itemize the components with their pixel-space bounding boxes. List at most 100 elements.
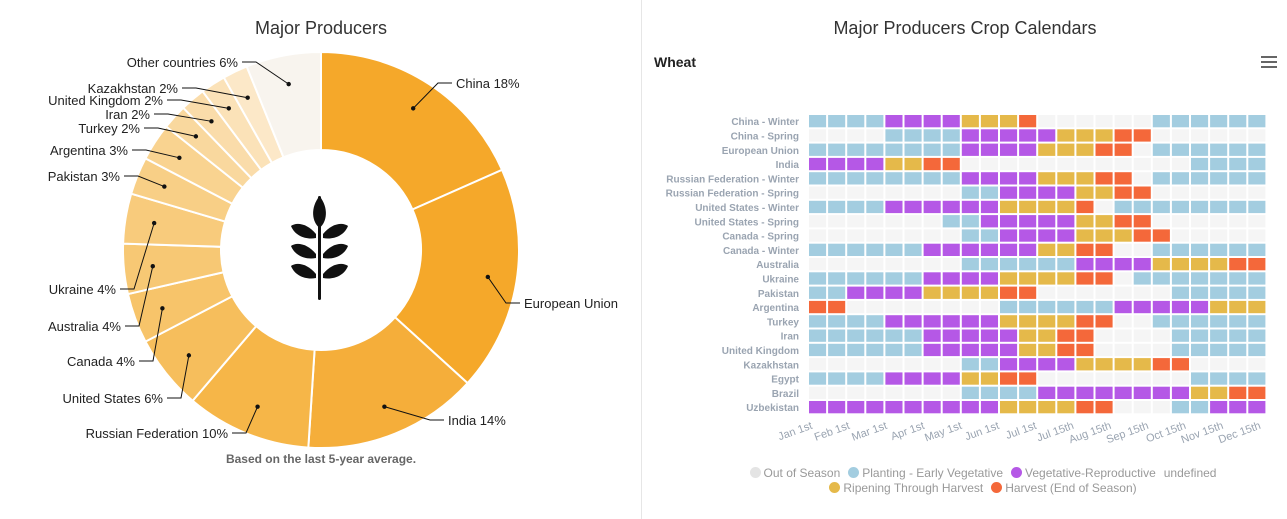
heatmap-cell-out[interactable] [885, 215, 903, 228]
heatmap-cell-out[interactable] [923, 358, 941, 371]
heatmap-cell-planting[interactable] [1229, 286, 1247, 299]
heatmap-cell-ripening[interactable] [1152, 258, 1170, 271]
heatmap-cell-planting[interactable] [1210, 372, 1228, 385]
heatmap-cell-planting[interactable] [847, 272, 865, 285]
heatmap-cell-vegetative[interactable] [866, 286, 884, 299]
heatmap-cell-vegetative[interactable] [980, 315, 998, 328]
heatmap-cell-harvest[interactable] [1133, 215, 1151, 228]
heatmap-cell-planting[interactable] [980, 229, 998, 242]
heatmap-cell-out[interactable] [866, 358, 884, 371]
heatmap-cell-planting[interactable] [1152, 143, 1170, 156]
heatmap-cell-out[interactable] [1248, 358, 1266, 371]
heatmap-cell-planting[interactable] [847, 329, 865, 342]
heatmap-cell-vegetative[interactable] [980, 129, 998, 142]
heatmap-cell-harvest[interactable] [1057, 329, 1075, 342]
heatmap-cell-out[interactable] [942, 229, 960, 242]
legend-item-ripening[interactable]: Ripening Through Harvest [829, 481, 983, 496]
heatmap-cell-vegetative[interactable] [1133, 386, 1151, 399]
heatmap-cell-ripening[interactable] [1057, 143, 1075, 156]
heatmap-cell-planting[interactable] [961, 258, 979, 271]
heatmap-cell-out[interactable] [961, 157, 979, 171]
heatmap-cell-vegetative[interactable] [1171, 300, 1189, 314]
heatmap-cell-harvest[interactable] [1095, 315, 1113, 328]
heatmap-cell-vegetative[interactable] [847, 157, 865, 171]
heatmap-cell-harvest[interactable] [1095, 172, 1113, 185]
heatmap-cell-harvest[interactable] [1114, 143, 1132, 156]
heatmap-cell-out[interactable] [847, 258, 865, 271]
heatmap-cell-planting[interactable] [1000, 300, 1018, 314]
pie-slice-china[interactable] [320, 50, 504, 211]
heatmap-cell-out[interactable] [885, 386, 903, 399]
heatmap-cell-planting[interactable] [847, 143, 865, 156]
pie-slice-other-countries[interactable] [245, 50, 322, 159]
heatmap-cell-out[interactable] [885, 186, 903, 199]
heatmap-cell-out[interactable] [1057, 115, 1075, 128]
heatmap-cell-planting[interactable] [1191, 200, 1209, 214]
heatmap-cell-out[interactable] [1191, 229, 1209, 242]
heatmap-cell-out[interactable] [1191, 186, 1209, 199]
heatmap-cell-planting[interactable] [1191, 286, 1209, 299]
heatmap-cell-out[interactable] [1171, 129, 1189, 142]
heatmap-cell-out[interactable] [1133, 157, 1151, 171]
heatmap-cell-out[interactable] [866, 186, 884, 199]
heatmap-cell-vegetative[interactable] [904, 115, 922, 128]
heatmap-cell-vegetative[interactable] [923, 243, 941, 256]
heatmap-cell-planting[interactable] [1171, 243, 1189, 256]
heatmap-cell-harvest[interactable] [1114, 186, 1132, 199]
heatmap-cell-out[interactable] [1114, 243, 1132, 256]
heatmap-cell-out[interactable] [809, 258, 827, 271]
heatmap-cell-ripening[interactable] [1057, 129, 1075, 142]
heatmap-cell-vegetative[interactable] [1152, 386, 1170, 399]
heatmap-cell-vegetative[interactable] [1000, 343, 1018, 357]
legend-item-out[interactable]: Out of Season [749, 466, 840, 481]
heatmap-cell-ripening[interactable] [1229, 300, 1247, 314]
heatmap-cell-planting[interactable] [809, 115, 827, 128]
heatmap-cell-vegetative[interactable] [904, 401, 922, 414]
heatmap-cell-vegetative[interactable] [828, 401, 846, 414]
heatmap-cell-ripening[interactable] [1057, 272, 1075, 285]
heatmap-cell-harvest[interactable] [1076, 272, 1094, 285]
heatmap-cell-out[interactable] [1210, 129, 1228, 142]
heatmap-cell-out[interactable] [828, 215, 846, 228]
heatmap-cell-ripening[interactable] [1114, 229, 1132, 242]
heatmap-cell-harvest[interactable] [942, 157, 960, 171]
heatmap-cell-planting[interactable] [828, 343, 846, 357]
heatmap-cell-planting[interactable] [1038, 258, 1056, 271]
heatmap-cell-out[interactable] [1152, 401, 1170, 414]
heatmap-cell-ripening[interactable] [1038, 401, 1056, 414]
heatmap-cell-planting[interactable] [961, 186, 979, 199]
heatmap-cell-planting[interactable] [809, 272, 827, 285]
heatmap-cell-vegetative[interactable] [1152, 300, 1170, 314]
heatmap-cell-out[interactable] [1095, 157, 1113, 171]
heatmap-cell-harvest[interactable] [923, 157, 941, 171]
heatmap-cell-out[interactable] [1133, 286, 1151, 299]
heatmap-cell-ripening[interactable] [1095, 186, 1113, 199]
heatmap-cell-vegetative[interactable] [1114, 386, 1132, 399]
heatmap-cell-planting[interactable] [1019, 300, 1037, 314]
heatmap-cell-vegetative[interactable] [1038, 358, 1056, 371]
heatmap-cell-planting[interactable] [1210, 143, 1228, 156]
heatmap-cell-harvest[interactable] [1000, 286, 1018, 299]
heatmap-cell-out[interactable] [1152, 286, 1170, 299]
heatmap-cell-harvest[interactable] [1019, 115, 1037, 128]
heatmap-cell-out[interactable] [1095, 286, 1113, 299]
heatmap-cell-out[interactable] [1114, 157, 1132, 171]
heatmap-cell-planting[interactable] [847, 200, 865, 214]
heatmap-cell-planting[interactable] [1152, 243, 1170, 256]
heatmap-cell-vegetative[interactable] [942, 401, 960, 414]
heatmap-cell-ripening[interactable] [1038, 329, 1056, 342]
heatmap-cell-planting[interactable] [828, 200, 846, 214]
heatmap-cell-vegetative[interactable] [923, 272, 941, 285]
heatmap-cell-out[interactable] [1038, 372, 1056, 385]
heatmap-cell-harvest[interactable] [1076, 243, 1094, 256]
heatmap-cell-vegetative[interactable] [1114, 258, 1132, 271]
heatmap-cell-vegetative[interactable] [809, 401, 827, 414]
heatmap-cell-out[interactable] [1114, 272, 1132, 285]
heatmap-cell-planting[interactable] [980, 386, 998, 399]
heatmap-cell-vegetative[interactable] [1057, 229, 1075, 242]
heatmap-cell-out[interactable] [1171, 157, 1189, 171]
heatmap-cell-harvest[interactable] [1076, 200, 1094, 214]
heatmap-cell-harvest[interactable] [1248, 258, 1266, 271]
heatmap-cell-planting[interactable] [1114, 200, 1132, 214]
heatmap-cell-planting[interactable] [904, 272, 922, 285]
